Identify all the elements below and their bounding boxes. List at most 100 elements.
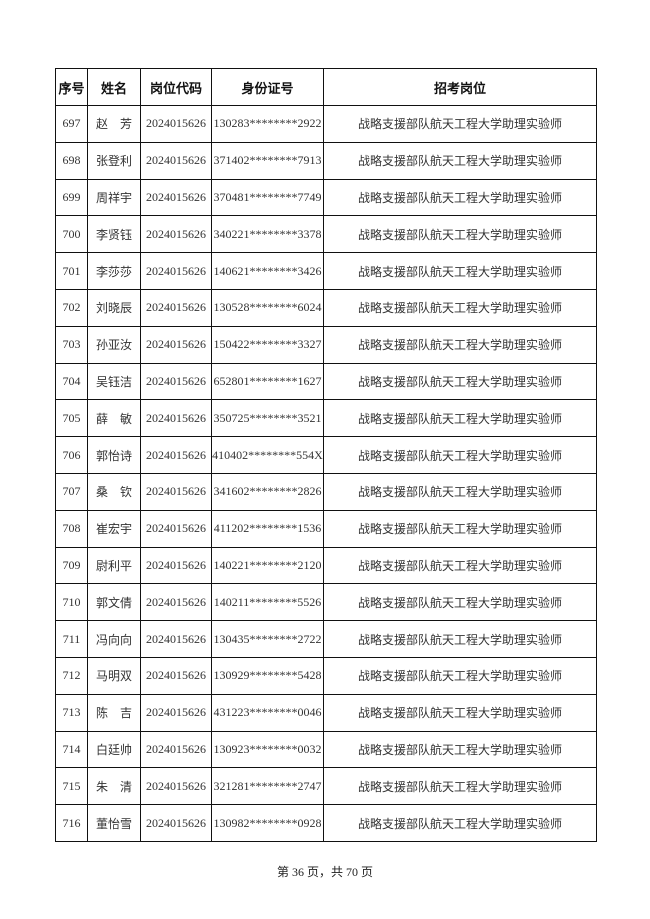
cell-index: 709 <box>55 546 88 585</box>
cell-position: 战略支援部队航天工程大学助理实验师 <box>323 546 597 585</box>
table-row: 714 白廷帅 2024015626 130923********0032 战略支援部队… <box>55 730 597 769</box>
cell-id-number: 130982********0928 <box>211 804 324 842</box>
cell-index: 704 <box>55 362 88 401</box>
cell-id-number: 130923********0032 <box>211 730 324 769</box>
cell-position: 战略支援部队航天工程大学助理实验师 <box>323 767 597 806</box>
cell-name: 薛 敏 <box>87 399 141 438</box>
cell-index: 706 <box>55 436 88 474</box>
table-row: 715 朱 清 2024015626 321281********2747 战略支援部队… <box>55 767 597 806</box>
cell-name: 孙亚汝 <box>87 325 141 364</box>
cell-position: 战略支援部队航天工程大学助理实验师 <box>323 141 597 180</box>
cell-id-number: 411202********1536 <box>211 509 324 548</box>
cell-position-code: 2024015626 <box>140 215 212 254</box>
cell-position: 战略支援部队航天工程大学助理实验师 <box>323 362 597 401</box>
cell-position-code: 2024015626 <box>140 620 212 658</box>
cell-position: 战略支援部队航天工程大学助理实验师 <box>323 178 597 217</box>
cell-name: 崔宏宇 <box>87 509 141 548</box>
cell-id-number: 321281********2747 <box>211 767 324 806</box>
cell-id-number: 130929********5428 <box>211 656 324 695</box>
cell-id-number: 130435********2722 <box>211 620 324 658</box>
cell-index: 699 <box>55 178 88 217</box>
header-index: 序号 <box>55 68 88 106</box>
cell-position: 战略支援部队航天工程大学助理实验师 <box>323 804 597 842</box>
cell-position: 战略支援部队航天工程大学助理实验师 <box>323 472 597 511</box>
table-row: 709 尉利平 2024015626 140221********2120 战略支援部队… <box>55 546 597 585</box>
cell-index: 714 <box>55 730 88 769</box>
cell-position-code: 2024015626 <box>140 325 212 364</box>
table-row: 710 郭文倩 2024015626 140211********5526 战略支援部队… <box>55 583 597 622</box>
header-name: 姓名 <box>87 68 141 106</box>
table-row: 711 冯向向 2024015626 130435********2722 战略支援部队… <box>55 620 597 658</box>
cell-position-code: 2024015626 <box>140 288 212 327</box>
header-position: 招考岗位 <box>323 68 597 106</box>
cell-index: 716 <box>55 804 88 842</box>
cell-index: 707 <box>55 472 88 511</box>
cell-id-number: 130528********6024 <box>211 288 324 327</box>
cell-index: 710 <box>55 583 88 622</box>
cell-position-code: 2024015626 <box>140 804 212 842</box>
cell-position: 战略支援部队航天工程大学助理实验师 <box>323 693 597 732</box>
cell-index: 698 <box>55 141 88 180</box>
cell-id-number: 350725********3521 <box>211 399 324 438</box>
cell-id-number: 652801********1627 <box>211 362 324 401</box>
cell-name: 董怡雪 <box>87 804 141 842</box>
header-id-number: 身份证号 <box>211 68 324 106</box>
cell-position-code: 2024015626 <box>140 509 212 548</box>
cell-position: 战略支援部队航天工程大学助理实验师 <box>323 399 597 438</box>
cell-name: 白廷帅 <box>87 730 141 769</box>
cell-name: 陈 吉 <box>87 693 141 732</box>
table-row: 707 桑 钦 2024015626 341602********2826 战略支援部队… <box>55 472 597 511</box>
cell-id-number: 150422********3327 <box>211 325 324 364</box>
table-row: 699 周祥宇 2024015626 370481********7749 战略支援部队… <box>55 178 597 217</box>
cell-position: 战略支援部队航天工程大学助理实验师 <box>323 656 597 695</box>
page-number: 第 36 页，共 70 页 <box>276 865 373 879</box>
cell-name: 李莎莎 <box>87 252 141 290</box>
cell-index: 712 <box>55 656 88 695</box>
cell-position: 战略支援部队航天工程大学助理实验师 <box>323 325 597 364</box>
cell-position-code: 2024015626 <box>140 583 212 622</box>
cell-position: 战略支援部队航天工程大学助理实验师 <box>323 730 597 769</box>
cell-id-number: 370481********7749 <box>211 178 324 217</box>
cell-position: 战略支援部队航天工程大学助理实验师 <box>323 252 597 290</box>
cell-position-code: 2024015626 <box>140 693 212 732</box>
candidate-table: 序号 姓名 岗位代码 身份证号 招考岗位 697 赵 芳 2024015626 130… <box>55 68 597 842</box>
table-row: 706 郭怡诗 2024015626 410402********554X 战略支援部队… <box>55 436 597 474</box>
header-position-code: 岗位代码 <box>140 68 212 106</box>
table-row: 697 赵 芳 2024015626 130283********2922 战略支援部队… <box>55 105 597 143</box>
cell-position-code: 2024015626 <box>140 730 212 769</box>
cell-index: 711 <box>55 620 88 658</box>
cell-position: 战略支援部队航天工程大学助理实验师 <box>323 215 597 254</box>
cell-position-code: 2024015626 <box>140 252 212 290</box>
cell-position-code: 2024015626 <box>140 436 212 474</box>
cell-position-code: 2024015626 <box>140 472 212 511</box>
table-row: 712 马明双 2024015626 130929********5428 战略支援部队… <box>55 656 597 695</box>
cell-name: 刘晓辰 <box>87 288 141 327</box>
cell-position: 战略支援部队航天工程大学助理实验师 <box>323 105 597 143</box>
cell-id-number: 130283********2922 <box>211 105 324 143</box>
cell-position-code: 2024015626 <box>140 178 212 217</box>
table-header-row: 序号 姓名 岗位代码 身份证号 招考岗位 <box>55 68 597 106</box>
cell-id-number: 140211********5526 <box>211 583 324 622</box>
cell-id-number: 341602********2826 <box>211 472 324 511</box>
cell-id-number: 340221********3378 <box>211 215 324 254</box>
table-row: 703 孙亚汝 2024015626 150422********3327 战略支援部队… <box>55 325 597 364</box>
cell-index: 715 <box>55 767 88 806</box>
cell-position: 战略支援部队航天工程大学助理实验师 <box>323 509 597 548</box>
cell-position-code: 2024015626 <box>140 656 212 695</box>
cell-index: 697 <box>55 105 88 143</box>
cell-name: 张登利 <box>87 141 141 180</box>
cell-id-number: 371402********7913 <box>211 141 324 180</box>
cell-position-code: 2024015626 <box>140 767 212 806</box>
cell-name: 周祥宇 <box>87 178 141 217</box>
cell-name: 郭文倩 <box>87 583 141 622</box>
cell-position: 战略支援部队航天工程大学助理实验师 <box>323 620 597 658</box>
cell-position: 战略支援部队航天工程大学助理实验师 <box>323 436 597 474</box>
table-row: 698 张登利 2024015626 371402********7913 战略支援部队… <box>55 141 597 180</box>
cell-position-code: 2024015626 <box>140 141 212 180</box>
cell-id-number: 410402********554X <box>211 436 324 474</box>
cell-name: 赵 芳 <box>87 105 141 143</box>
cell-index: 700 <box>55 215 88 254</box>
table-row: 708 崔宏宇 2024015626 411202********1536 战略支援部队… <box>55 509 597 548</box>
table-row: 701 李莎莎 2024015626 140621********3426 战略支援部队… <box>55 252 597 290</box>
cell-name: 尉利平 <box>87 546 141 585</box>
